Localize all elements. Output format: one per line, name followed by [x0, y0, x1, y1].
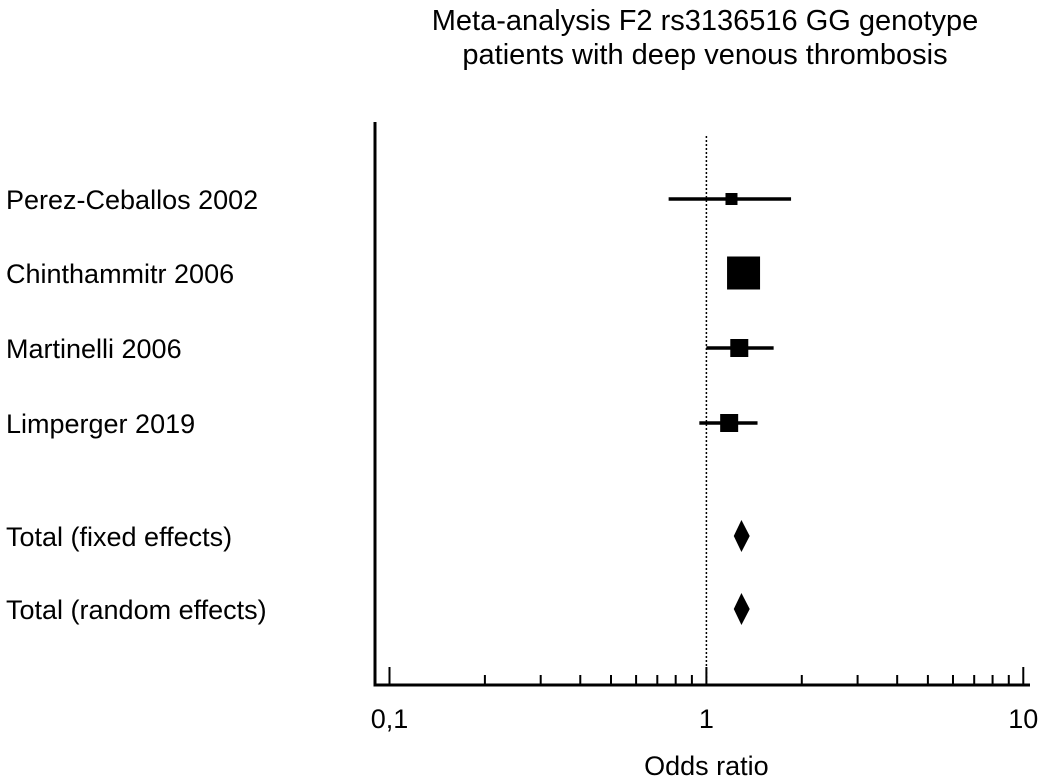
study-point-square — [725, 193, 738, 205]
chart-title-line-1: Meta-analysis F2 rs3136516 GG genotype — [431, 5, 979, 37]
study-label: Martinelli 2006 — [6, 334, 182, 364]
x-tick-label: 10 — [1008, 704, 1038, 734]
x-tick-label: 0,1 — [371, 704, 409, 734]
pooled-estimate-diamond — [733, 593, 750, 625]
study-label: Limperger 2019 — [6, 409, 195, 439]
pooled-estimate-diamond — [733, 520, 750, 552]
study-label: Chinthammitr 2006 — [6, 259, 234, 289]
x-tick-label: 1 — [699, 704, 714, 734]
total-label: Total (random effects) — [6, 595, 267, 625]
study-point-square — [720, 414, 739, 432]
x-axis-label: Odds ratio — [644, 751, 769, 781]
study-label: Perez-Ceballos 2002 — [6, 185, 258, 215]
total-label: Total (fixed effects) — [6, 522, 232, 552]
chart-title-line-2: patients with deep venous thrombosis — [462, 39, 948, 71]
study-point-square — [727, 256, 761, 290]
study-point-square — [730, 339, 749, 357]
